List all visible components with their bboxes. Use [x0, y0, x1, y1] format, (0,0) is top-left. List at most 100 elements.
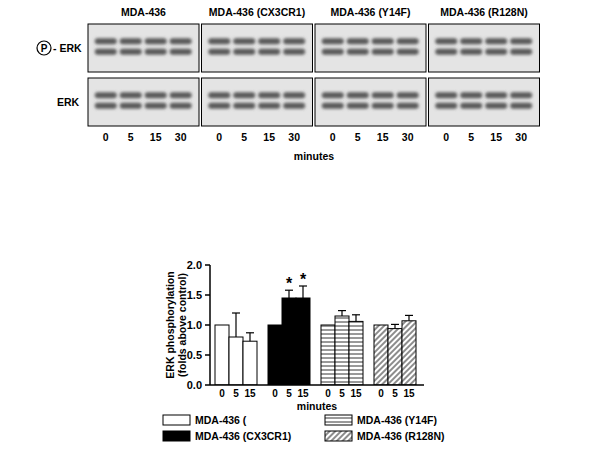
blot-panel — [429, 24, 540, 72]
lane-label: 5 — [468, 131, 474, 143]
band — [258, 49, 280, 55]
band — [170, 38, 192, 44]
error-stem — [408, 315, 409, 320]
y-tick-label: 0.0 — [187, 379, 202, 391]
bar — [215, 325, 229, 385]
band — [435, 103, 457, 109]
y-tick-label: 1.5 — [187, 289, 202, 301]
band — [233, 92, 255, 98]
band — [208, 38, 230, 44]
lane-label: 30 — [175, 131, 187, 143]
band — [435, 49, 457, 55]
band — [485, 38, 507, 44]
error-stem — [341, 311, 342, 316]
error-bar — [246, 333, 254, 341]
band — [145, 103, 167, 109]
bar — [296, 298, 310, 385]
x-tick-label: 5 — [286, 388, 292, 399]
band — [120, 49, 142, 55]
band — [485, 92, 507, 98]
bar — [374, 325, 388, 385]
x-tick-label: 15 — [350, 388, 362, 399]
band — [283, 103, 305, 109]
circle-symbol — [37, 41, 51, 55]
band — [460, 38, 482, 44]
legend-swatch — [325, 431, 352, 441]
blot-panel — [88, 24, 199, 72]
band — [208, 49, 230, 55]
blot-panel — [202, 24, 313, 72]
band — [485, 103, 507, 109]
row-label: - ERK — [53, 42, 82, 54]
band — [170, 103, 192, 109]
x-tick-label: 15 — [244, 388, 256, 399]
band — [322, 92, 344, 98]
band — [372, 49, 394, 55]
blot-panel — [315, 78, 426, 126]
blot-xlabel: minutes — [294, 150, 334, 162]
bar — [388, 329, 402, 385]
legend-swatch — [163, 431, 190, 441]
band — [120, 92, 142, 98]
band — [347, 49, 369, 55]
legend-swatch — [325, 415, 352, 425]
lane-label: 0 — [103, 131, 109, 143]
band — [372, 38, 394, 44]
y-tick — [205, 354, 210, 356]
band — [95, 38, 117, 44]
lane-label: 5 — [241, 131, 247, 143]
panel-title: MDA-436 (CX3CR1) — [209, 6, 305, 18]
x-tick-label: 5 — [392, 388, 398, 399]
band — [170, 49, 192, 55]
error-bar — [338, 311, 346, 316]
y-tick — [205, 324, 210, 326]
legend-swatch — [163, 415, 190, 425]
lane-label: 15 — [490, 131, 502, 143]
band — [120, 103, 142, 109]
bar — [229, 337, 243, 385]
error-bar — [391, 324, 399, 328]
lane-label: 5 — [128, 131, 134, 143]
x-axis — [210, 384, 424, 386]
x-tick-label: 0 — [325, 388, 331, 399]
annotation: * — [300, 271, 307, 288]
band — [95, 103, 117, 109]
band — [258, 92, 280, 98]
band — [347, 92, 369, 98]
x-tick-label: 0 — [378, 388, 384, 399]
legend-label: MDA-436 (R128N) — [357, 430, 445, 442]
panel-title: MDA-436 (R128N) — [440, 6, 528, 18]
legend-label: MDA-436 (CX3CR1) — [195, 430, 291, 442]
error-cap — [391, 324, 399, 325]
band — [460, 103, 482, 109]
error-cap — [232, 312, 240, 313]
x-tick-label: 5 — [339, 388, 345, 399]
band — [322, 49, 344, 55]
error-bar — [405, 315, 413, 320]
band — [460, 92, 482, 98]
bar — [349, 321, 363, 385]
error-cap — [405, 315, 413, 316]
figure: MDA-436051530MDA-436 (CX3CR1)051530MDA-4… — [0, 0, 600, 450]
x-tick-label: 0 — [219, 388, 225, 399]
error-bar — [352, 315, 360, 322]
band — [145, 92, 167, 98]
error-stem — [355, 315, 356, 322]
bar — [243, 341, 257, 385]
panel-title: MDA-436 (Y14F) — [331, 6, 411, 18]
band — [347, 103, 369, 109]
error-stem — [235, 313, 236, 337]
band — [233, 38, 255, 44]
y-tick — [205, 264, 210, 266]
error-bar — [232, 313, 240, 337]
band — [510, 103, 532, 109]
bar — [268, 325, 282, 385]
band — [372, 103, 394, 109]
lane-label: 30 — [288, 131, 300, 143]
band — [322, 38, 344, 44]
row-label: ERK — [57, 96, 80, 108]
band — [208, 92, 230, 98]
error-cap — [352, 314, 360, 315]
band — [397, 38, 419, 44]
circled-letter: P — [41, 43, 48, 54]
